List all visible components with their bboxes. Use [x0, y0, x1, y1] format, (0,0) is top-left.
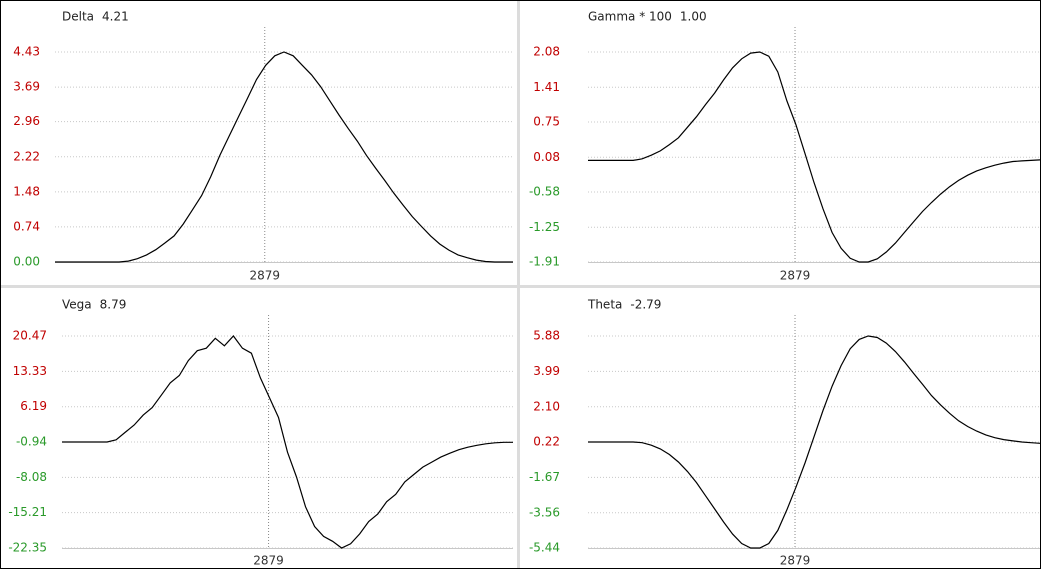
y-tick-label: 0.22: [533, 435, 560, 449]
separator: [517, 0, 520, 569]
readout: -2.79: [630, 298, 661, 312]
y-tick-label: 20.47: [13, 329, 47, 343]
marker-label: 2879: [780, 269, 811, 283]
y-tick-label: 4.43: [13, 45, 40, 59]
y-tick-label: 0.74: [13, 219, 40, 233]
series-line: [588, 51, 1041, 263]
marker-label: 2879: [780, 554, 811, 568]
y-tick-label: -1.91: [529, 255, 560, 269]
y-tick-label: 5.88: [533, 329, 560, 343]
y-tick-label: 0.00: [13, 255, 40, 269]
series-line: [588, 335, 1041, 549]
y-tick-label: 13.33: [13, 364, 47, 378]
y-tick-label: -15.21: [8, 505, 47, 519]
y-tick-label: 2.96: [13, 114, 40, 128]
panel-title: Theta: [587, 298, 622, 312]
y-tick-label: -1.67: [529, 470, 560, 484]
y-tick-label: 3.69: [13, 80, 40, 94]
y-tick-label: -1.25: [529, 220, 560, 234]
y-tick-label: -0.58: [529, 185, 560, 199]
y-tick-label: -0.94: [16, 435, 47, 449]
readout: 8.79: [100, 298, 127, 312]
y-tick-label: 2.10: [533, 399, 560, 413]
readout: 1.00: [680, 10, 707, 24]
y-tick-label: 3.99: [533, 364, 560, 378]
y-tick-label: 1.41: [533, 80, 560, 94]
marker-label: 2879: [249, 269, 280, 283]
series-line: [62, 335, 513, 549]
panel-title: Gamma * 100: [588, 10, 672, 24]
y-tick-label: 2.22: [13, 149, 40, 163]
y-tick-label: -8.08: [16, 470, 47, 484]
marker-label: 2879: [253, 554, 284, 568]
y-tick-label: -3.56: [529, 505, 560, 519]
y-tick-label: 0.75: [533, 115, 560, 129]
y-tick-label: 2.08: [533, 45, 560, 59]
y-tick-label: 0.08: [533, 150, 560, 164]
readout: 4.21: [102, 10, 129, 24]
y-tick-label: 1.48: [13, 184, 40, 198]
y-tick-label: -5.44: [529, 541, 560, 555]
panel-title: Delta: [62, 10, 94, 24]
y-tick-label: -22.35: [8, 541, 47, 555]
series-line: [55, 51, 513, 263]
y-tick-label: 6.19: [20, 399, 47, 413]
separator: [0, 285, 1041, 288]
panel-title: Vega: [62, 298, 92, 312]
